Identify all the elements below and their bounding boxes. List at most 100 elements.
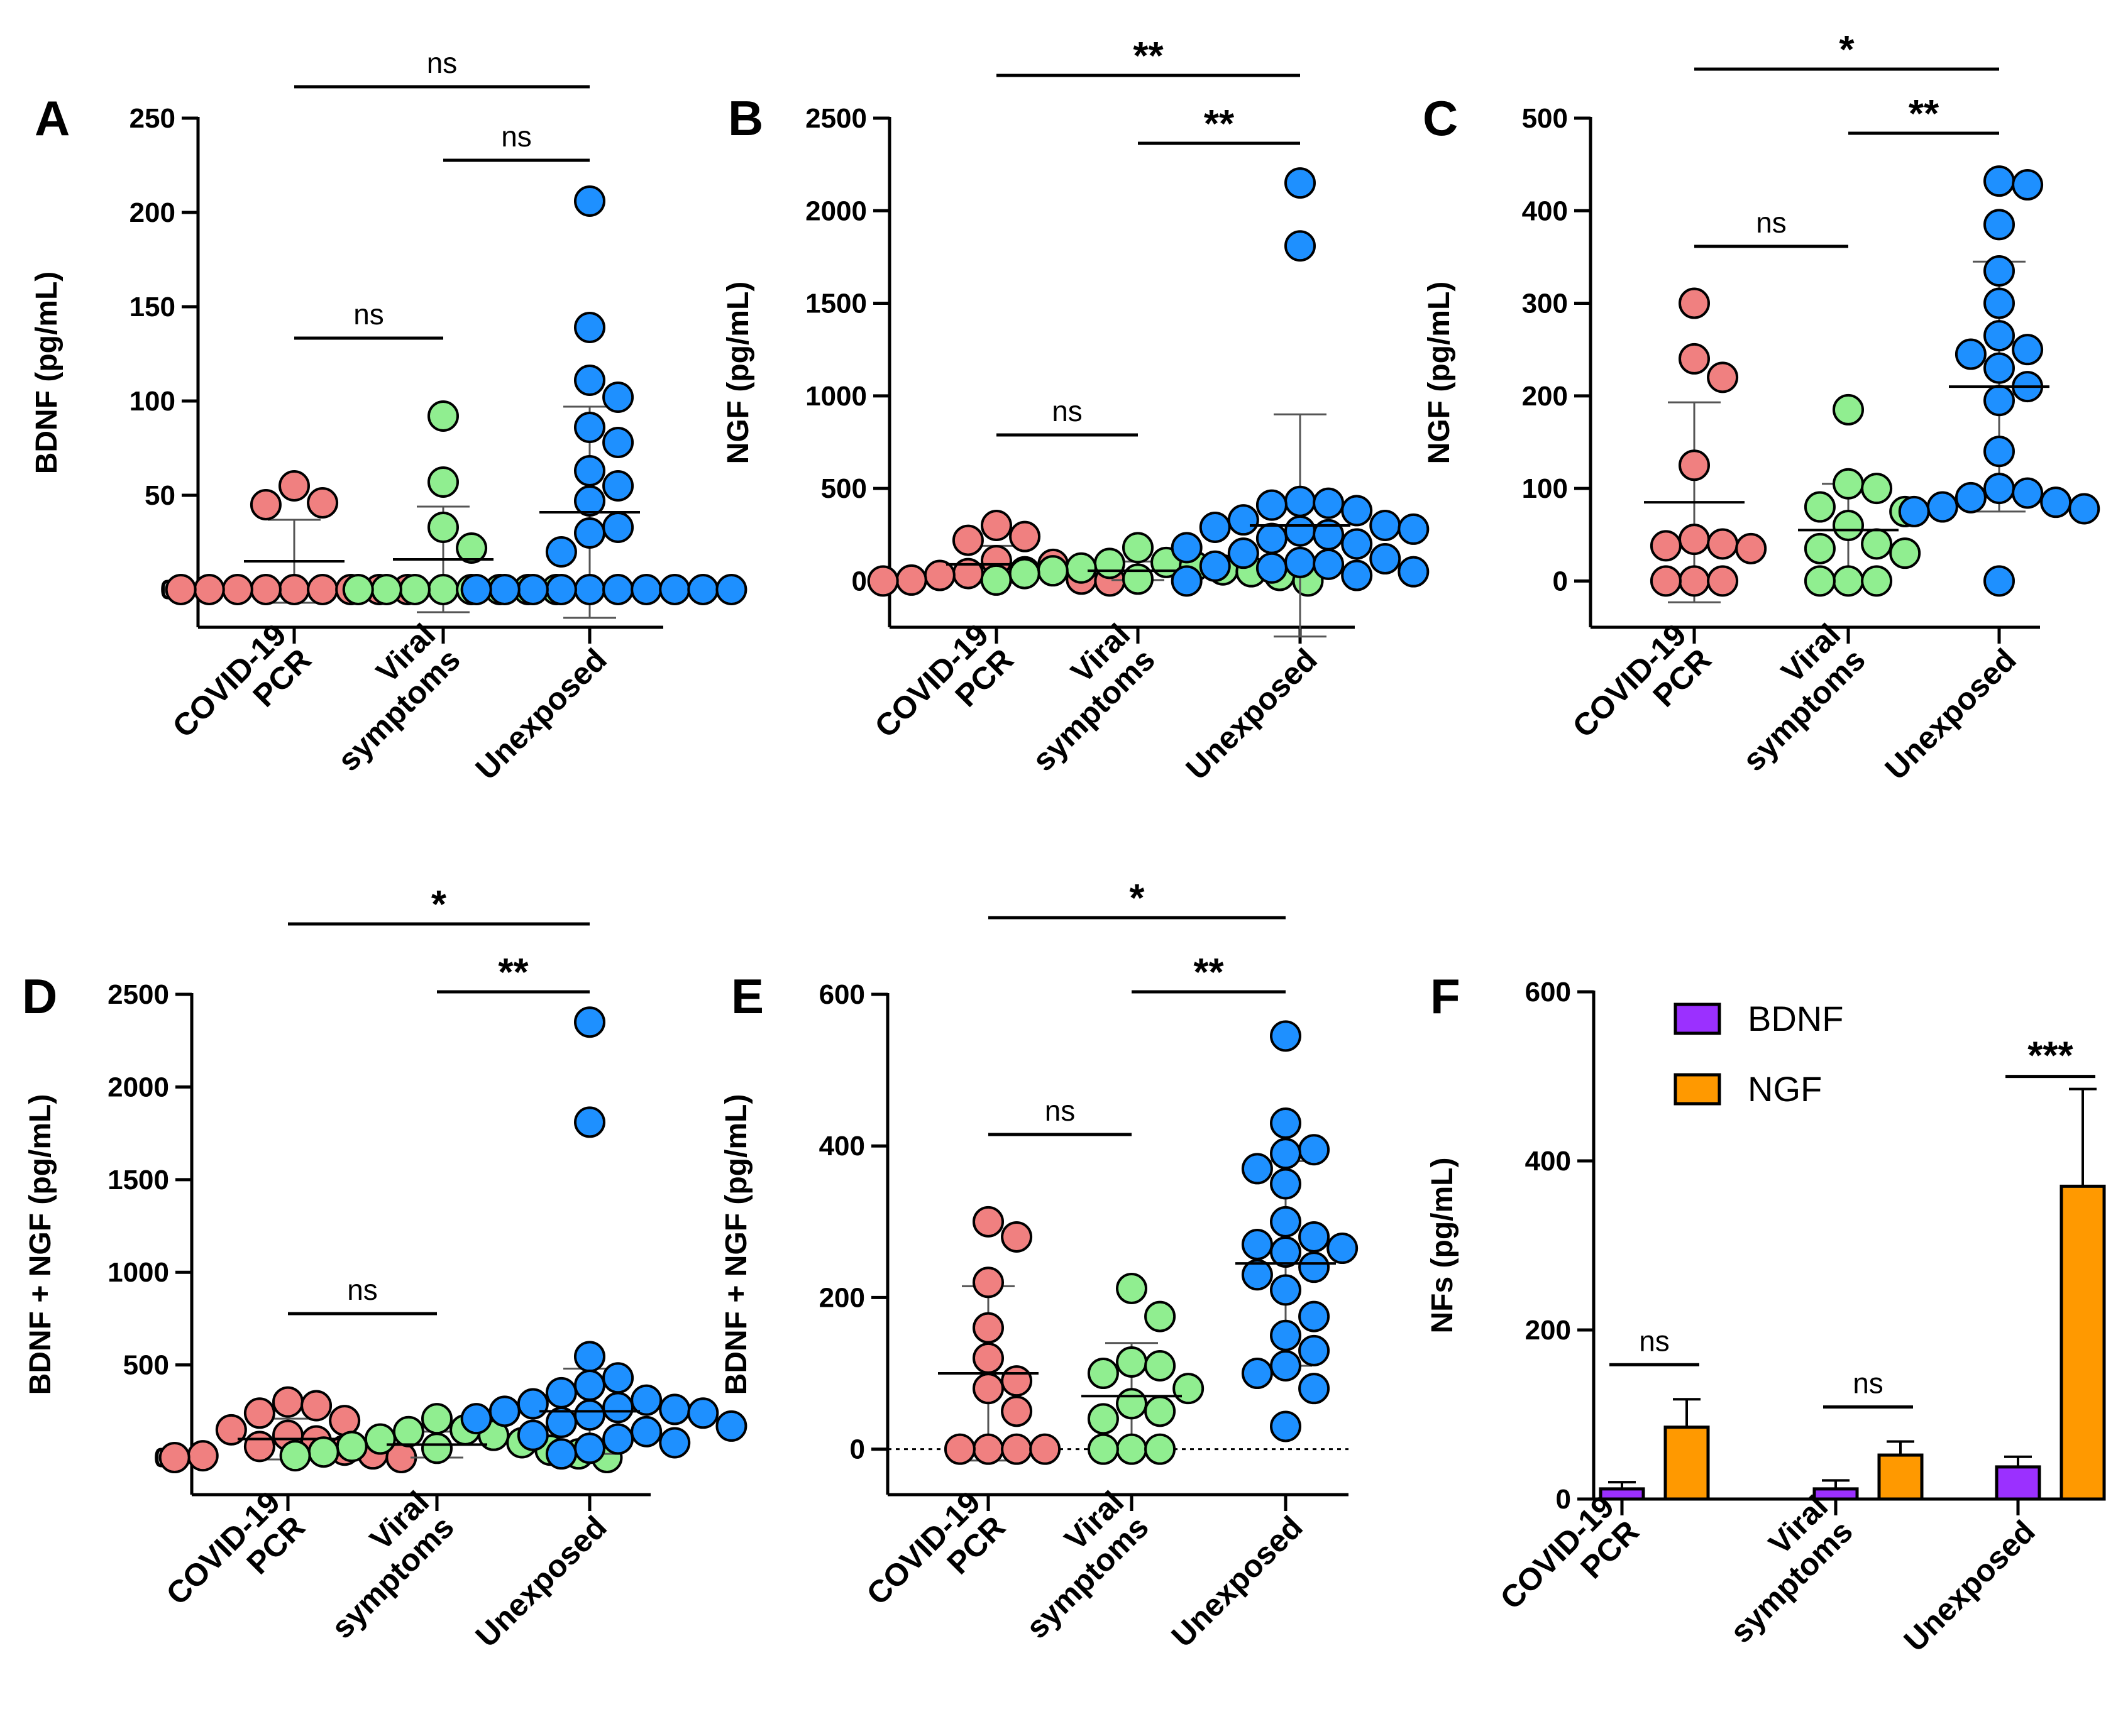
y-tick-label: 150 (130, 292, 175, 322)
data-point (1341, 528, 1373, 560)
data-point (1199, 511, 1231, 543)
y-tick-label: 200 (130, 197, 175, 228)
data-point (307, 1436, 339, 1468)
data-point (1284, 485, 1316, 517)
data-point (1679, 449, 1710, 481)
data-point (1001, 1433, 1033, 1465)
data-point (1650, 530, 1682, 562)
data-point (1116, 1346, 1147, 1378)
y-tick-label: 0 (1556, 1484, 1571, 1515)
data-point (342, 574, 374, 605)
data-point (1298, 1300, 1330, 1332)
panel-a: A050100150200250BDNF (pg/mL)COVID-19PCRV… (30, 47, 747, 786)
data-point (421, 1403, 453, 1435)
y-tick-label: 2000 (108, 1072, 169, 1102)
data-point (2012, 334, 2044, 366)
significance-label: * (1129, 877, 1145, 920)
data-point (1241, 1229, 1273, 1260)
data-point (2012, 477, 2044, 509)
y-axis-title: NGF (pg/mL) (722, 282, 755, 464)
significance-label: * (431, 883, 447, 926)
data-point (574, 365, 605, 396)
data-point (1926, 491, 1958, 523)
data-point (1065, 552, 1097, 584)
data-point (1369, 543, 1401, 575)
data-point (1029, 1433, 1061, 1465)
significance-label: ns (427, 47, 458, 79)
data-point (158, 1442, 190, 1474)
data-point (574, 1341, 605, 1373)
y-tick-label: 200 (1522, 381, 1568, 412)
y-tick-label: 200 (1525, 1315, 1571, 1346)
data-point (1001, 1365, 1033, 1397)
data-point (944, 1433, 976, 1465)
series-group (867, 510, 1126, 597)
data-point (392, 1415, 424, 1448)
data-point (1326, 1233, 1359, 1265)
data-point (1679, 524, 1710, 556)
y-axis-title: BDNF (pg/mL) (30, 272, 63, 475)
data-point (545, 1376, 577, 1409)
data-point (1270, 1319, 1301, 1351)
bar-ngf (1877, 1453, 1924, 1501)
data-point (2040, 486, 2072, 519)
data-point (659, 574, 691, 605)
data-point (952, 524, 984, 556)
data-point (1298, 1221, 1330, 1253)
y-tick-label: 0 (850, 1434, 865, 1465)
data-point (631, 1415, 663, 1448)
data-point (1679, 565, 1710, 597)
y-axis-title: BDNF + NGF (pg/mL) (720, 1094, 753, 1395)
y-tick-label: 600 (819, 979, 865, 1010)
data-point (307, 574, 339, 605)
x-category-label: Unexposed (1897, 1514, 2042, 1658)
data-point (574, 185, 605, 217)
data-point (421, 1432, 453, 1464)
panel-d: D05001000150020002500BDNF + NGF (pg/mL)C… (22, 883, 747, 1654)
data-point (574, 312, 605, 343)
y-tick-label: 500 (821, 473, 867, 504)
data-point (1009, 520, 1041, 552)
data-point (602, 470, 634, 502)
significance-label: *** (2027, 1035, 2073, 1078)
panel-letter: E (731, 969, 764, 1024)
data-point (1679, 287, 1710, 319)
data-point (1983, 320, 2015, 352)
panel-letter: B (728, 91, 763, 146)
data-point (1833, 565, 1864, 597)
significance-label: ns (347, 1273, 378, 1306)
data-point (602, 1362, 634, 1394)
data-point (545, 536, 577, 568)
y-tick-label: 300 (1522, 288, 1568, 319)
data-point (243, 1397, 275, 1429)
data-point (1144, 1300, 1176, 1332)
data-point (221, 574, 253, 605)
data-point (187, 1440, 219, 1472)
y-axis-title: NGF (pg/mL) (1423, 282, 1456, 464)
y-tick-label: 100 (130, 386, 175, 417)
data-point (574, 1432, 605, 1464)
data-point (1255, 552, 1288, 584)
data-point (715, 574, 747, 605)
x-category-label: Unexposed (1878, 642, 2023, 786)
data-point (1172, 1373, 1205, 1405)
data-point (1270, 1410, 1301, 1442)
data-point (980, 564, 1012, 596)
data-point (1255, 522, 1288, 554)
data-point (1707, 528, 1739, 560)
significance-label: * (1839, 28, 1855, 72)
data-point (165, 574, 197, 605)
y-tick-label: 1500 (805, 288, 867, 319)
significance-label: ns (1045, 1094, 1076, 1127)
data-point (517, 1388, 549, 1420)
y-tick-label: 2500 (108, 979, 169, 1010)
legend-swatch-bdnf (1674, 1003, 1721, 1035)
y-tick-label: 2000 (805, 195, 867, 226)
y-tick-label: 200 (819, 1282, 865, 1313)
data-point (1001, 1221, 1033, 1253)
data-point (1144, 1433, 1176, 1465)
series-group (1081, 1272, 1205, 1465)
data-point (1144, 1349, 1176, 1382)
data-point (1116, 1388, 1147, 1420)
